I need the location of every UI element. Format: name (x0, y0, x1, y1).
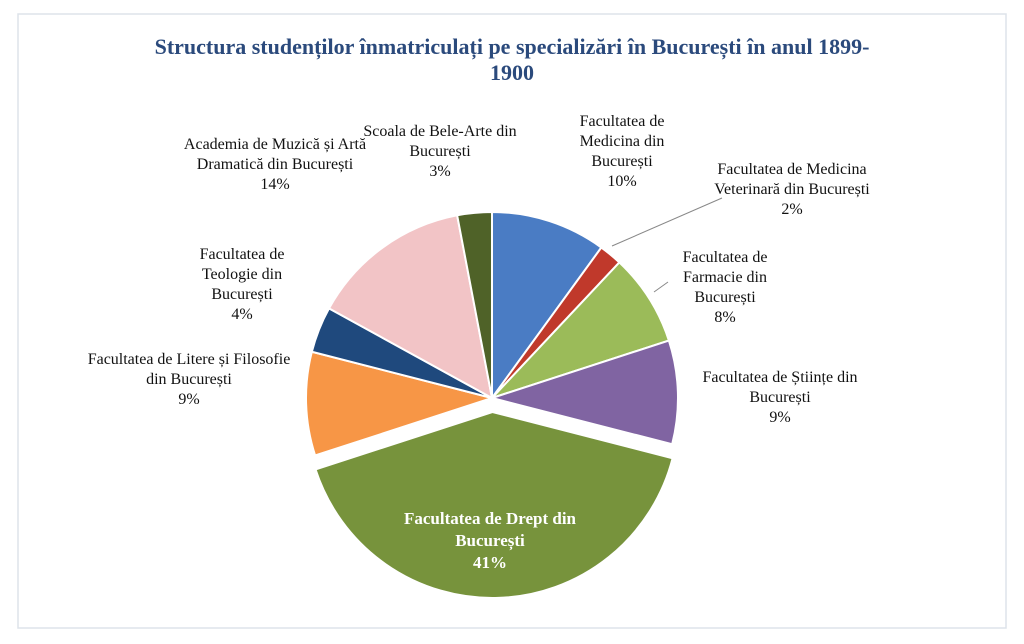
chart-title: Structura studenților înmatriculați pe s… (154, 34, 870, 85)
slice-label: Facultatea de Medicina din București 10% (562, 112, 682, 192)
pie-slice (314, 410, 674, 599)
slice-percent: 4% (231, 306, 253, 323)
pie-slice (455, 210, 493, 399)
leader-line (611, 197, 723, 247)
slice-name: Facultatea de Teologie din București (199, 246, 285, 303)
slice-percent: 8% (714, 309, 736, 326)
slice-name: Facultatea de Medicina din București (579, 113, 665, 170)
slice-label: Facultatea de Teologie din București 4% (172, 245, 312, 325)
slice-name: Scoala de Bele-Arte din București (363, 123, 517, 160)
slice-percent: 2% (781, 201, 803, 218)
slice-label: Facultatea de Științe din București 9% (690, 368, 870, 428)
pie-slice (491, 210, 603, 402)
slice-name: Facultatea de Farmacie din București (682, 249, 768, 306)
slice-name: Facultatea de Medicina Veterinară din Bu… (714, 161, 870, 198)
slice-label: Academia de Muzică și Artă Dramatică din… (180, 135, 370, 195)
slice-label: Scoala de Bele-Arte din București 3% (360, 122, 520, 182)
slice-percent: 14% (260, 176, 290, 193)
slice-percent: 9% (769, 409, 791, 426)
slice-label: Facultatea de Drept din București 41% (400, 508, 580, 574)
pie-slice (305, 350, 496, 457)
slice-percent: 3% (429, 163, 451, 180)
slice-percent: 10% (607, 173, 637, 190)
slice-percent: 9% (178, 391, 200, 408)
slice-name: Academia de Muzică și Artă Dramatică din… (183, 136, 367, 173)
pie-slice (491, 260, 671, 399)
slice-percent: 41% (473, 553, 507, 572)
slice-label: Facultatea de Farmacie din București 8% (660, 248, 790, 328)
pie-slice (327, 214, 494, 400)
slice-label: Facultatea de Medicina Veterinară din Bu… (712, 160, 872, 220)
slice-label: Facultatea de Litere și Filosofie din Bu… (84, 350, 294, 410)
slice-name: Facultatea de Drept din București (403, 509, 577, 550)
pie-slice (488, 339, 679, 446)
leader-line (653, 281, 669, 293)
slice-name: Facultatea de Științe din București (702, 369, 858, 406)
pie (305, 210, 679, 599)
slice-name: Facultatea de Litere și Filosofie din Bu… (87, 351, 291, 388)
